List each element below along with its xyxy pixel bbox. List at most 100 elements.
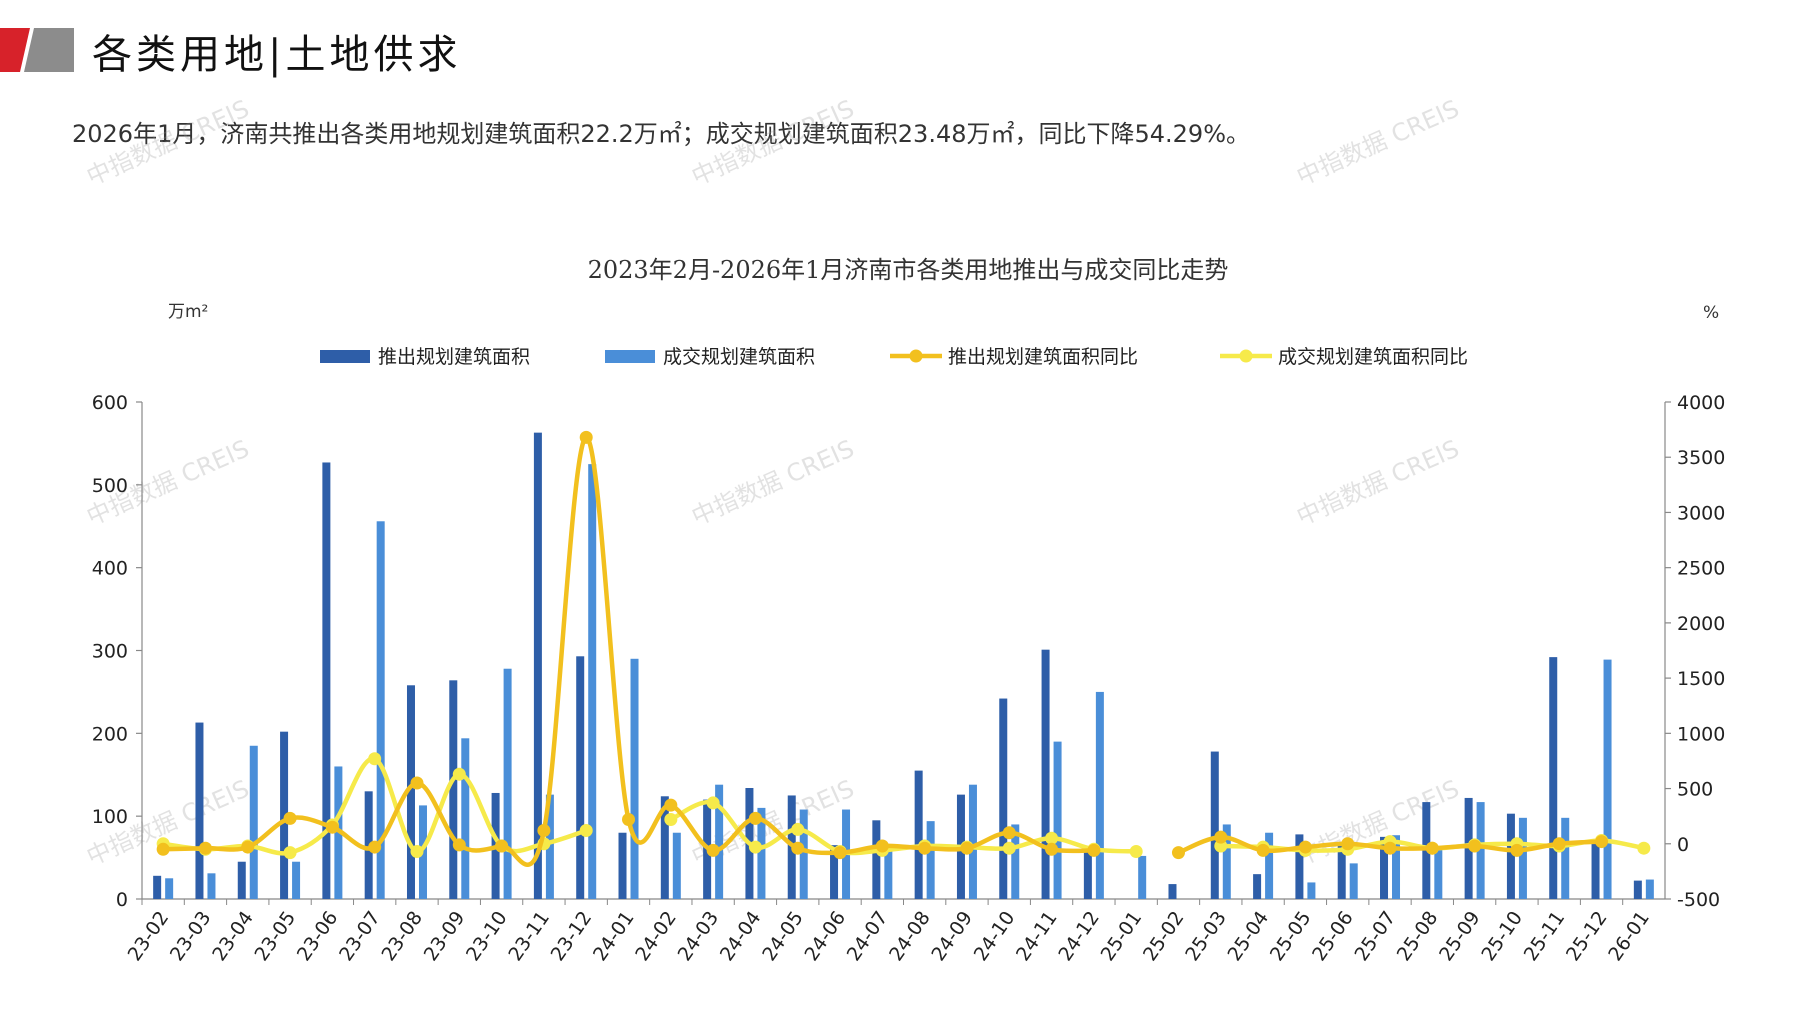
y-right-tick-label: 1000 <box>1677 723 1725 745</box>
launch-yoy-point <box>283 811 297 825</box>
deal-yoy-point <box>706 796 720 810</box>
deal-yoy-point <box>410 845 424 859</box>
deal-area-bar <box>376 521 385 899</box>
x-tick-label: 24-07 <box>843 907 893 965</box>
legend-label: 推出规划建筑面积 <box>378 346 530 368</box>
x-tick-label: 24-01 <box>589 907 639 965</box>
y-left-tick-label: 600 <box>92 392 128 414</box>
launch-yoy-point <box>1468 839 1482 853</box>
deal-yoy-point <box>748 840 762 854</box>
x-tick-label: 24-08 <box>885 907 935 965</box>
x-tick-label: 24-03 <box>674 907 724 965</box>
launch-yoy-point <box>622 812 636 826</box>
launch-area-bar <box>1041 649 1050 899</box>
deal-yoy-point <box>1045 831 1059 845</box>
launch-area-bar <box>576 656 585 899</box>
launch-yoy-point <box>833 846 847 860</box>
launch-yoy-point <box>875 839 889 853</box>
y-left-tick-label: 400 <box>92 558 128 580</box>
launch-yoy-point <box>960 841 974 855</box>
x-tick-label: 24-06 <box>800 907 850 965</box>
x-tick-label: 24-02 <box>631 907 681 965</box>
launch-area-bar <box>1295 834 1304 899</box>
launch-area-bar <box>999 698 1008 899</box>
x-tick-label: 25-10 <box>1477 907 1527 965</box>
x-tick-label: 25-05 <box>1266 907 1316 965</box>
launch-yoy-line <box>163 435 1094 867</box>
deal-area-bar <box>799 809 808 899</box>
legend-label: 推出规划建筑面积同比 <box>948 346 1138 368</box>
x-tick-label: 23-06 <box>293 907 343 965</box>
launch-yoy-point <box>1595 835 1609 849</box>
launch-yoy-point <box>791 841 805 855</box>
launch-yoy-point <box>241 840 255 854</box>
deal-yoy-point <box>368 752 382 766</box>
deal-area-bar <box>630 658 639 899</box>
deal-area-bar <box>1476 802 1485 899</box>
launch-yoy-point <box>1341 837 1355 851</box>
y-right-tick-label: 1500 <box>1677 668 1725 690</box>
launch-yoy-point <box>918 841 932 855</box>
x-tick-label: 24-12 <box>1054 907 1104 965</box>
y-left-unit: 万m² <box>168 302 208 322</box>
y-left-tick-label: 0 <box>116 889 128 911</box>
deal-yoy-point <box>579 824 593 838</box>
launch-area-bar <box>1549 657 1558 899</box>
launch-yoy-point <box>156 842 170 856</box>
deal-area-bar <box>968 784 977 899</box>
launch-yoy-point <box>1002 826 1016 840</box>
launch-yoy-point <box>1171 846 1185 860</box>
deal-area-bar <box>1053 741 1062 899</box>
deal-area-bar <box>884 849 893 899</box>
launch-yoy-point <box>410 776 424 790</box>
deal-area-bar <box>503 668 512 899</box>
launch-area-bar <box>406 685 415 899</box>
deal-area-bar <box>1222 824 1231 899</box>
y-left-tick-label: 500 <box>92 475 128 497</box>
launch-area-bar <box>1168 884 1177 899</box>
x-tick-label: 23-02 <box>124 907 174 965</box>
deal-area-bar <box>1603 659 1612 899</box>
x-tick-label: 25-12 <box>1562 907 1612 965</box>
deal-area-bar <box>207 873 216 899</box>
launch-area-bar <box>1506 813 1515 899</box>
x-tick-label: 25-08 <box>1393 907 1443 965</box>
chart-title: 2023年2月-2026年1月济南市各类用地推出与成交同比走势 <box>588 256 1229 284</box>
x-tick-label: 25-04 <box>1223 907 1273 965</box>
legend-label: 成交规划建筑面积 <box>663 346 815 368</box>
x-tick-label: 23-03 <box>166 907 216 965</box>
deal-area-bar <box>1307 882 1316 899</box>
deal-yoy-point <box>1637 841 1651 855</box>
deal-area-bar <box>1349 863 1358 899</box>
deal-yoy-point <box>283 846 297 860</box>
deal-area-bar <box>926 821 935 899</box>
launch-yoy-point <box>1298 840 1312 854</box>
launch-area-bar <box>1380 836 1389 899</box>
y-left-tick-label: 300 <box>92 641 128 663</box>
y-right-tick-label: 500 <box>1677 779 1713 801</box>
deal-area-bar <box>715 784 724 899</box>
x-tick-label: 24-11 <box>1012 907 1062 965</box>
x-tick-label: 25-06 <box>1308 907 1358 965</box>
launch-area-bar <box>660 796 669 899</box>
launch-yoy-point <box>368 840 382 854</box>
x-tick-label: 25-02 <box>1139 907 1189 965</box>
deal-area-bar <box>545 794 554 899</box>
brand-logo <box>0 28 74 72</box>
legend: 推出规划建筑面积 成交规划建筑面积 推出规划建筑面积同比 成交规划建筑面积同比 <box>320 346 1468 368</box>
y-right-tick-label: 2500 <box>1677 558 1725 580</box>
x-tick-label: 24-04 <box>716 907 766 965</box>
deal-area-bar <box>672 832 681 899</box>
launch-yoy-point <box>1087 843 1101 857</box>
summary-text: 2026年1月，济南共推出各类用地规划建筑面积22.2万㎡；成交规划建筑面积23… <box>72 120 1251 148</box>
legend-marker <box>1239 349 1253 363</box>
launch-yoy-point <box>1425 841 1439 855</box>
deal-area-bar <box>1095 691 1104 899</box>
launch-area-bar <box>195 722 204 899</box>
x-tick-label: 25-01 <box>1097 907 1147 965</box>
deal-yoy-point <box>664 812 678 826</box>
launch-area-bar <box>872 820 881 899</box>
launch-yoy-point <box>664 798 678 812</box>
launch-area-bar <box>1337 842 1346 899</box>
